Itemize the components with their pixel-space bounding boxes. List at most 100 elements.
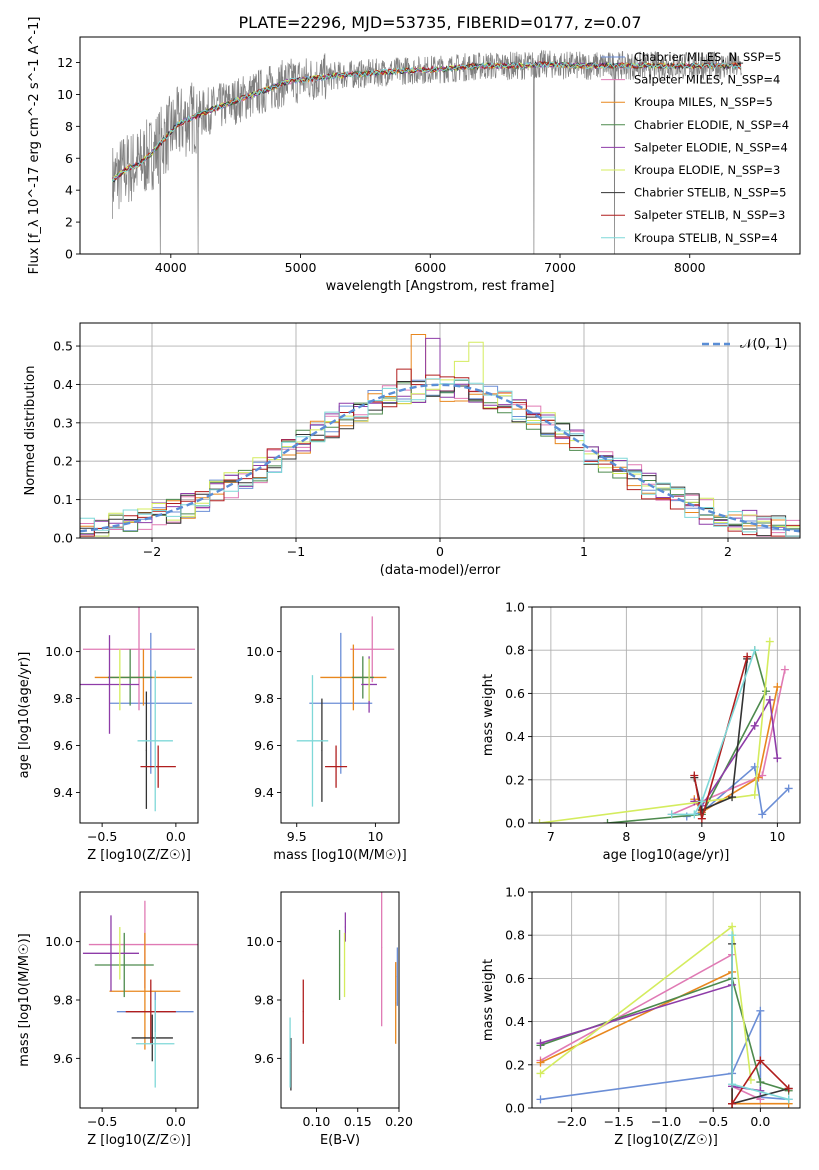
mass-vs-Z-plot-area [82, 900, 198, 1088]
data-point-6 [151, 1037, 153, 1039]
axes-frame [79, 322, 801, 539]
weight-marker [750, 721, 759, 730]
y-tick-label: 0.8 [505, 643, 525, 658]
y-tick-label: 0.0 [53, 531, 73, 546]
data-point-7 [335, 766, 337, 768]
y-tick-label: 10 [57, 87, 73, 102]
x-tick-label: 2 [724, 544, 732, 559]
data-point-3 [338, 964, 341, 966]
y-tick-label: 0.4 [505, 1014, 525, 1029]
x-tick-label: −0.5 [87, 1114, 117, 1129]
axes-frame [79, 606, 199, 824]
data-point-4 [108, 683, 111, 686]
weight-vs-Z-panel: −2.0 −1.5 −1.0 −0.5 0.0 0.0 0.2 0.4 0.6 0.8 1.0 Z [… [481, 885, 801, 1148]
spectrum-plot-area [111, 49, 742, 254]
histogram-outline-6 [80, 381, 800, 537]
age-vs-mass-plot-area [296, 616, 395, 807]
residuals-plot-area [80, 334, 800, 537]
y-tick-label: 9.8 [53, 691, 73, 706]
weight-marker [690, 810, 699, 819]
data-point-8 [154, 1043, 156, 1045]
data-point-8 [289, 1051, 291, 1054]
data-point-7 [302, 1011, 304, 1013]
legend-entry: Chabrier STELIB, N_SSP=5 [634, 186, 786, 200]
mass-vs-EBV-panel: 0.10 0.15 0.20 9.6 9.8 10.0 E(B-V) [246, 891, 413, 1148]
x-axis-label: Z [log10(Z/Z☉)] [87, 1133, 191, 1148]
data-point-1 [138, 648, 140, 650]
x-tick-label: 1 [580, 544, 588, 559]
weight-line-3 [540, 977, 789, 1092]
data-point-0 [396, 976, 398, 978]
y-tick-label: 0.0 [505, 816, 525, 831]
x-tick-label: 0.10 [303, 1114, 331, 1129]
weight-marker [750, 790, 759, 799]
x-tick-label: −1 [287, 544, 305, 559]
x-tick-label: 8000 [674, 260, 706, 275]
data-point-6 [321, 749, 323, 751]
weight-vs-age-panel: 7 8 9 10 0.0 0.2 0.4 0.6 0.8 1.0 age [log10(age/yr… [481, 600, 801, 863]
x-tick-label: 10 [367, 829, 383, 844]
x-tick-label: 0.0 [750, 1114, 770, 1129]
y-tick-label: 0.4 [53, 377, 73, 392]
x-axis-label: E(B-V) [320, 1133, 360, 1148]
data-point-6 [145, 749, 147, 751]
y-tick-label: 9.6 [53, 738, 73, 753]
weight-line-3 [607, 649, 767, 823]
y-tick-label: 0.6 [505, 971, 525, 986]
y-tick-label: 4 [65, 183, 73, 198]
y-tick-label: 10.0 [45, 934, 73, 949]
weight-line-0 [540, 1010, 789, 1101]
y-tick-label: 0.2 [505, 772, 525, 787]
weight-marker [773, 682, 782, 691]
figure-title: PLATE=2296, MJD=53735, FIBERID=0177, z=0… [238, 13, 641, 32]
y-axis-label: Normed distribution [23, 366, 38, 496]
axes-frame [79, 891, 199, 1109]
legend-entry: Kroupa ELODIE, N_SSP=3 [634, 163, 780, 177]
y-tick-label: 9.8 [53, 993, 73, 1008]
x-tick-label: 7 [547, 829, 555, 844]
x-tick-label: 9.5 [287, 829, 307, 844]
weight-marker [758, 810, 767, 819]
axes-frame [79, 36, 801, 255]
mass-vs-Z-panel: −0.5 0.0 9.6 9.8 10.0 Z [log10(Z/Z☉)] mass [lo… [17, 891, 199, 1148]
y-tick-label: 0.2 [53, 454, 73, 469]
x-tick-label: 0.20 [385, 1114, 413, 1129]
weight-marker [536, 1058, 545, 1067]
y-tick-label: 12 [57, 55, 73, 70]
observed-spectrum-line [112, 49, 742, 254]
x-tick-label: 7000 [544, 260, 576, 275]
x-axis-label: Z [log10(Z/Z☉)] [614, 1133, 718, 1148]
y-tick-label: 0.3 [53, 415, 73, 430]
weight-marker [728, 793, 737, 802]
y-tick-label: 0.0 [505, 1101, 525, 1116]
weight-marker [765, 637, 774, 646]
weight-marker [697, 797, 706, 806]
weight-marker [756, 1078, 765, 1087]
y-tick-label: 8 [65, 119, 73, 134]
weight-marker [690, 797, 699, 806]
legend-entry: Salpeter STELIB, N_SSP=3 [634, 208, 785, 222]
y-axis-label: age [log10(age/yr)] [17, 652, 32, 779]
histogram-outline-4 [80, 337, 800, 537]
axes-frame [280, 606, 400, 824]
data-point-1 [381, 946, 383, 949]
y-axis-label: mass weight [481, 674, 496, 756]
legend-entry: Chabrier MILES, N_SSP=5 [634, 50, 781, 64]
y-tick-label: 9.8 [254, 993, 274, 1008]
data-point-7 [150, 1011, 152, 1013]
y-tick-label: 1.0 [505, 600, 525, 615]
spectrum-panel: 4000 5000 6000 7000 8000 0 2 4 6 8 10 12 wavelength … [27, 17, 801, 294]
weight-marker [743, 652, 752, 661]
weight-marker [535, 819, 544, 823]
weight-marker [784, 1095, 793, 1104]
y-tick-label: 0.6 [505, 686, 525, 701]
x-tick-label: 0.0 [166, 1114, 186, 1129]
histogram-outline-7 [80, 368, 800, 537]
y-tick-label: 0.1 [53, 492, 73, 507]
weight-marker [536, 1095, 545, 1104]
age-vs-Z-panel: −0.5 0.0 9.4 9.6 9.8 10.0 Z [log10(Z/Z☉)] age [… [17, 606, 199, 863]
y-tick-label: 9.6 [53, 1051, 73, 1066]
y-tick-label: 0.4 [505, 729, 525, 744]
x-axis-label: (data-model)/error [380, 563, 501, 578]
data-point-8 [154, 740, 156, 742]
